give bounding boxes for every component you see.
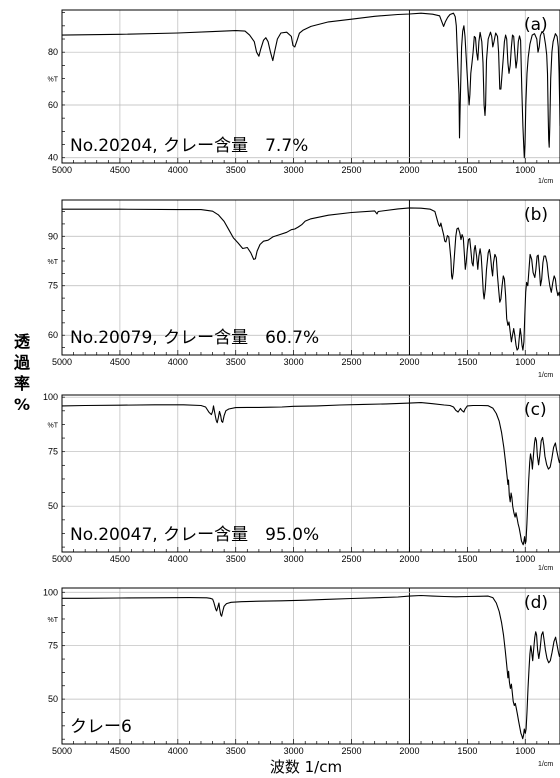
panel-c-xtick-label-3000: 3000	[284, 554, 304, 564]
panel-b-xtick-label-2000: 2000	[399, 357, 419, 367]
panel-a-frame	[61, 9, 560, 164]
panel-a-xtick-label-2500: 2500	[342, 165, 362, 175]
panel-c-xtick-label-1000: 1000	[515, 554, 535, 564]
panel-d-xtick-label-1500: 1500	[457, 746, 477, 756]
panel-a-xtick-label-1500: 1500	[457, 165, 477, 175]
panel-b-sample-label: No.20079, クレー含量 60.7%	[70, 328, 319, 348]
panel-a-xtick-label-3000: 3000	[284, 165, 304, 175]
spectra-panels: 5000 4500 4000 3500 3000 2500 2000 1500 1000 40 60…	[43, 9, 560, 768]
panel-c-xtick-label-4500: 4500	[110, 554, 130, 564]
panel-d-panel-label: (d)	[524, 593, 548, 613]
panel-b-xtick-label-1500: 1500	[457, 357, 477, 367]
panel-c-y-unit: %T	[48, 422, 59, 429]
panel-a-x-unit: 1/cm	[538, 178, 553, 185]
y-axis-label-char-3: 率	[14, 374, 30, 393]
panel-d-y-unit: %T	[48, 617, 59, 624]
panel-b-panel-label: (b)	[524, 205, 548, 225]
panel-d-xtick-label-4000: 4000	[168, 746, 188, 756]
panel-b-spectrum-line	[62, 207, 560, 351]
panel-d-xtick-label-2000: 2000	[399, 746, 419, 756]
panel-c-x-unit: 1/cm	[538, 565, 553, 572]
panel-b-xtick-label-1000: 1000	[515, 357, 535, 367]
panel-d-xtick-label-5000: 5000	[52, 746, 72, 756]
panel-c-ytick-label-100: 100	[43, 392, 58, 402]
panel-d-ytick-label-75: 75	[48, 641, 58, 651]
panel-c-xtick-label-1500: 1500	[457, 554, 477, 564]
panel-d-xtick-label-2500: 2500	[342, 746, 362, 756]
panel-a-sample-label: No.20204, クレー含量 7.7%	[70, 136, 308, 156]
panel-b-xtick-label-2500: 2500	[342, 357, 362, 367]
panel-a-ytick-label-60: 60	[48, 100, 58, 110]
panel-a-spectrum-line	[62, 12, 560, 159]
y-axis-label-char-2: 過	[13, 353, 31, 372]
panel-c-frame	[61, 394, 560, 553]
panel-c-xtick-label-5000: 5000	[52, 554, 72, 564]
y-axis-label-char-4: %	[14, 395, 30, 414]
panel-b-xtick-label-3500: 3500	[226, 357, 246, 367]
panel-b-y-unit: %T	[48, 259, 59, 266]
panel-b-xtick-label-4000: 4000	[168, 357, 188, 367]
panel-a-ytick-label-80: 80	[48, 47, 58, 57]
panel-c-ytick-label-50: 50	[48, 501, 58, 511]
panel-a-xtick-label-2000: 2000	[399, 165, 419, 175]
panel-b-xtick-label-3000: 3000	[284, 357, 304, 367]
panel-b: 5000 4500 4000 3500 3000 2500 2000 1500 1000 60 75…	[48, 199, 560, 379]
panel-c-sample-label: No.20047, クレー含量 95.0%	[70, 525, 319, 545]
y-axis-label-char-1: 透	[14, 332, 31, 351]
panel-d-x-unit: 1/cm	[538, 761, 553, 768]
panel-c-ytick-label-75: 75	[48, 447, 58, 457]
panel-a-y-unit: %T	[48, 77, 59, 84]
panel-b-ytick-label-75: 75	[48, 281, 58, 291]
panel-d-xtick-label-3500: 3500	[226, 746, 246, 756]
panel-b-xtick-label-5000: 5000	[52, 357, 72, 367]
panel-b-x-unit: 1/cm	[538, 372, 553, 379]
panel-b-ytick-label-60: 60	[48, 330, 58, 340]
panel-a-ytick-label-40: 40	[48, 153, 58, 163]
panel-b-xtick-label-4500: 4500	[110, 357, 130, 367]
panel-d-xtick-label-3000: 3000	[284, 746, 304, 756]
panel-d-ytick-label-100: 100	[43, 587, 58, 597]
panel-c-xtick-label-3500: 3500	[226, 554, 246, 564]
panel-a-xtick-label-5000: 5000	[52, 165, 72, 175]
panel-d-spectrum-line	[62, 594, 560, 740]
panel-d-ytick-label-50: 50	[48, 694, 58, 704]
panel-b-ytick-label-90: 90	[48, 231, 58, 241]
panel-a-xtick-label-1000: 1000	[515, 165, 535, 175]
panel-d: 5000 4500 4000 3500 3000 2500 2000 1500 1000 50 75…	[43, 587, 560, 768]
panel-c-spectrum-line	[62, 402, 560, 546]
panel-d-xtick-label-4500: 4500	[110, 746, 130, 756]
panel-c-xtick-label-2000: 2000	[399, 554, 419, 564]
panel-a-panel-label: (a)	[524, 15, 548, 35]
panel-c: 5000 4500 4000 3500 3000 2500 2000 1500 1000 50 75…	[43, 392, 560, 572]
panel-a-xtick-label-3500: 3500	[226, 165, 246, 175]
panel-c-xtick-label-4000: 4000	[168, 554, 188, 564]
panel-a-xtick-label-4000: 4000	[168, 165, 188, 175]
panel-a: 5000 4500 4000 3500 3000 2500 2000 1500 1000 40 60…	[48, 9, 560, 185]
x-axis-title: 波数 1/cm	[270, 758, 342, 776]
panel-b-frame	[61, 199, 560, 356]
panel-a-xtick-label-4500: 4500	[110, 165, 130, 175]
panel-c-panel-label: (c)	[524, 400, 547, 420]
panel-d-frame	[61, 587, 560, 745]
panel-c-xtick-label-2500: 2500	[342, 554, 362, 564]
panel-d-sample-label: クレー6	[70, 717, 132, 737]
panel-d-xtick-label-1000: 1000	[515, 746, 535, 756]
